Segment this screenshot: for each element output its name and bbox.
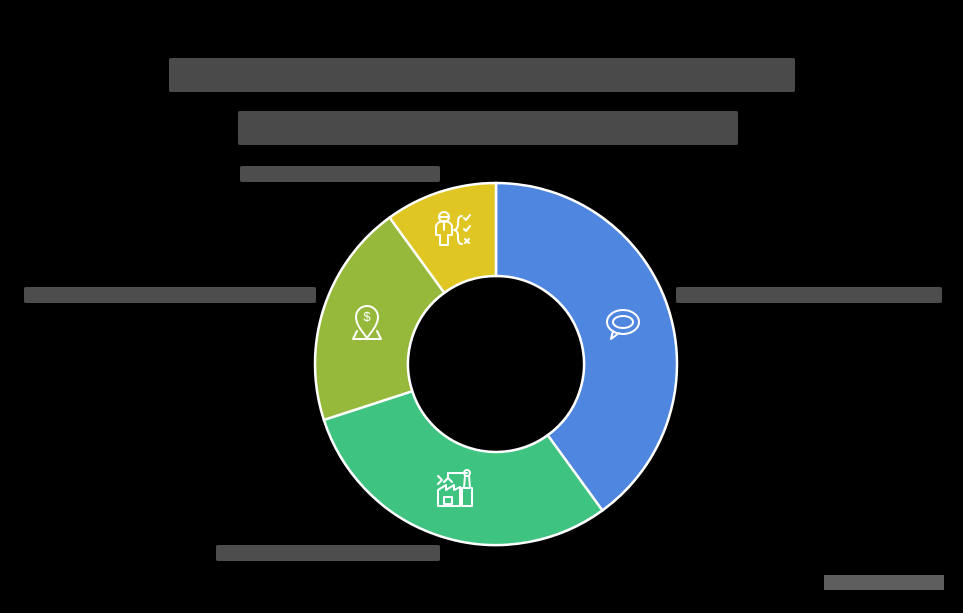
donut-segment-3 (313, 215, 447, 422)
title-line-1 (168, 58, 795, 92)
chart-title (0, 52, 963, 156)
label-factory (216, 545, 440, 561)
label-person-checklist (240, 166, 440, 182)
speech-bubble-icon (606, 309, 640, 340)
person-checklist-icon (435, 211, 471, 246)
location-dollar-icon: $ (352, 305, 382, 340)
title-line-2 (237, 111, 738, 145)
label-location-dollar (24, 287, 316, 303)
watermark (824, 575, 944, 590)
label-speech-bubble (676, 287, 942, 303)
factory-robot-arm-icon (437, 469, 473, 507)
donut-segment-2 (322, 389, 605, 547)
donut-segment-1 (494, 181, 679, 513)
donut-segment-4 (387, 181, 498, 295)
svg-text:$: $ (363, 309, 371, 324)
